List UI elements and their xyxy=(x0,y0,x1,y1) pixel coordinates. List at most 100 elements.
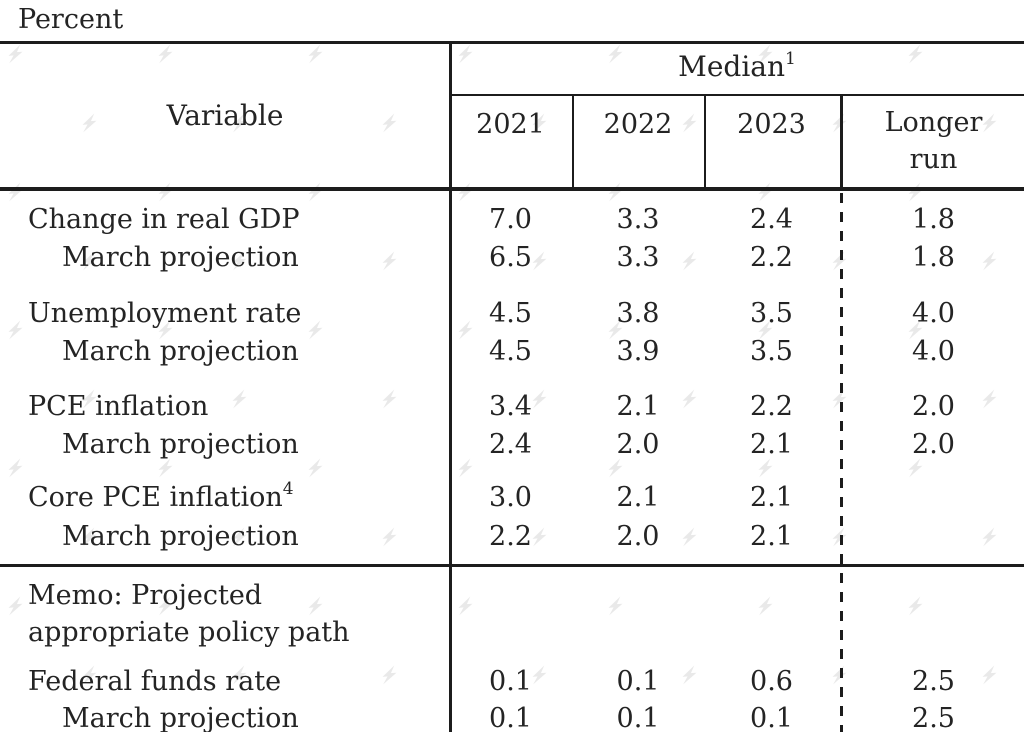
row-fed-funds-value-2023: 0.6 xyxy=(750,666,793,697)
lightning-bolt-watermark-icon xyxy=(679,664,699,690)
row-unemployment-value-2021: 4.5 xyxy=(489,298,532,329)
lightning-bolt-watermark-icon xyxy=(829,664,849,690)
lightning-bolt-watermark-icon xyxy=(529,388,549,414)
lightning-bolt-watermark-icon xyxy=(529,112,549,138)
units-label: Percent xyxy=(18,4,124,35)
row-unemployment-value-2022: 3.8 xyxy=(616,298,660,329)
lightning-bolt-watermark-icon xyxy=(605,181,625,207)
lightning-bolt-watermark-icon xyxy=(679,388,699,414)
lightning-bolt-watermark-icon xyxy=(5,595,25,621)
year-header-2021: 2021 xyxy=(476,109,545,140)
lightning-bolt-watermark-icon xyxy=(979,526,999,552)
row-fed-funds-value-2021: 0.1 xyxy=(489,666,532,697)
row-gdp-value-2022: 3.3 xyxy=(616,204,660,235)
lightning-bolt-watermark-icon xyxy=(455,319,475,345)
lightning-bolt-watermark-icon xyxy=(229,526,249,552)
lightning-bolt-watermark-icon xyxy=(379,664,399,690)
row-core-pce-label: Core PCE inflation4 xyxy=(28,479,294,514)
median-underline-rule xyxy=(450,94,1024,96)
median-label: Median xyxy=(678,50,786,83)
lightning-bolt-watermark-icon xyxy=(605,319,625,345)
lightning-bolt-watermark-icon xyxy=(755,595,775,621)
row-gdp-march-value-2022: 3.3 xyxy=(616,242,660,273)
memo-line-1: Memo: Projected xyxy=(28,580,263,611)
lightning-bolt-watermark-icon xyxy=(155,319,175,345)
row-unemployment-march-value-longer-run: 4.0 xyxy=(912,336,955,367)
lightning-bolt-watermark-icon xyxy=(679,526,699,552)
row-core-pce-march-value-2021: 2.2 xyxy=(489,521,532,552)
lightning-bolt-watermark-icon xyxy=(79,664,99,690)
table-top-rule xyxy=(0,41,1024,44)
row-gdp-march-value-2023: 2.2 xyxy=(750,242,793,273)
median-column-group-header: Median1 xyxy=(450,50,1024,83)
lightning-bolt-watermark-icon xyxy=(5,457,25,483)
row-fed-funds-march-value-2023: 0.1 xyxy=(750,703,793,732)
lightning-bolt-watermark-icon xyxy=(905,319,925,345)
longer-run-header: Longer run xyxy=(843,104,1024,178)
lightning-bolt-watermark-icon xyxy=(79,250,99,276)
lightning-bolt-watermark-icon xyxy=(605,43,625,69)
row-unemployment-value-2023: 3.5 xyxy=(750,298,793,329)
lightning-bolt-watermark-icon xyxy=(229,250,249,276)
lightning-bolt-watermark-icon xyxy=(305,595,325,621)
lightning-bolt-watermark-icon xyxy=(905,457,925,483)
row-gdp-value-2023: 2.4 xyxy=(750,204,793,235)
lightning-bolt-watermark-icon xyxy=(155,181,175,207)
row-pce-label: PCE inflation xyxy=(28,391,209,422)
row-core-pce-march-label: March projection xyxy=(62,521,299,552)
lightning-bolt-watermark-icon xyxy=(755,43,775,69)
lightning-bolt-watermark-icon xyxy=(155,457,175,483)
row-fed-funds-value-longer-run: 2.5 xyxy=(912,666,955,697)
row-pce-value-2023: 2.2 xyxy=(750,391,793,422)
row-gdp-march-value-longer-run: 1.8 xyxy=(912,242,955,273)
lightning-bolt-watermark-icon xyxy=(305,319,325,345)
lightning-bolt-watermark-icon xyxy=(379,250,399,276)
lightning-bolt-watermark-icon xyxy=(529,250,549,276)
row-pce-march-value-longer-run: 2.0 xyxy=(912,429,955,460)
lightning-bolt-watermark-icon xyxy=(829,526,849,552)
lightning-bolt-watermark-icon xyxy=(455,181,475,207)
row-core-pce-march-value-2023: 2.1 xyxy=(750,521,793,552)
row-pce-march-value-2022: 2.0 xyxy=(616,429,660,460)
longer-run-header-divider-line xyxy=(840,96,843,187)
lightning-bolt-watermark-icon xyxy=(905,595,925,621)
row-unemployment-march-label: March projection xyxy=(62,336,299,367)
lightning-bolt-watermark-icon xyxy=(305,43,325,69)
variable-median-divider-line xyxy=(449,41,452,732)
lightning-bolt-watermark-icon xyxy=(905,181,925,207)
lightning-bolt-watermark-icon xyxy=(829,388,849,414)
row-pce-value-longer-run: 2.0 xyxy=(912,391,955,422)
variable-column-header: Variable xyxy=(166,99,284,132)
row-gdp-value-2021: 7.0 xyxy=(489,204,532,235)
lightning-bolt-watermark-icon xyxy=(605,457,625,483)
longer-run-header-line2: run xyxy=(909,144,958,175)
row-pce-value-2022: 2.1 xyxy=(616,391,660,422)
row-core-pce-value-2023: 2.1 xyxy=(750,482,793,513)
row-gdp-label: Change in real GDP xyxy=(28,204,300,235)
lightning-bolt-watermark-icon xyxy=(155,43,175,69)
lightning-bolt-watermark-icon xyxy=(305,181,325,207)
row-gdp-march-value-2021: 6.5 xyxy=(489,242,532,273)
row-fed-funds-value-2022: 0.1 xyxy=(616,666,660,697)
lightning-bolt-watermark-icon xyxy=(979,664,999,690)
longer-run-header-line1: Longer xyxy=(884,107,983,138)
row-fed-funds-march-value-longer-run: 2.5 xyxy=(912,703,955,732)
row-core-pce-value-2021: 3.0 xyxy=(489,482,532,513)
lightning-bolt-watermark-icon xyxy=(455,43,475,69)
lightning-bolt-watermark-icon xyxy=(979,112,999,138)
row-fed-funds-march-value-2022: 0.1 xyxy=(616,703,660,732)
row-gdp-value-longer-run: 1.8 xyxy=(912,204,955,235)
row-unemployment-march-value-2021: 4.5 xyxy=(489,336,532,367)
year-header-2022: 2022 xyxy=(603,109,673,140)
lightning-bolt-watermark-icon xyxy=(455,595,475,621)
year-divider-line-2 xyxy=(704,96,706,187)
lightning-bolt-watermark-icon xyxy=(979,388,999,414)
lightning-bolt-watermark-icon xyxy=(455,457,475,483)
lightning-bolt-watermark-icon xyxy=(755,457,775,483)
row-core-pce-value-2022: 2.1 xyxy=(616,482,660,513)
row-fed-funds-march-value-2021: 0.1 xyxy=(489,703,532,732)
lightning-bolt-watermark-icon xyxy=(229,112,249,138)
header-bottom-rule xyxy=(0,187,1024,191)
